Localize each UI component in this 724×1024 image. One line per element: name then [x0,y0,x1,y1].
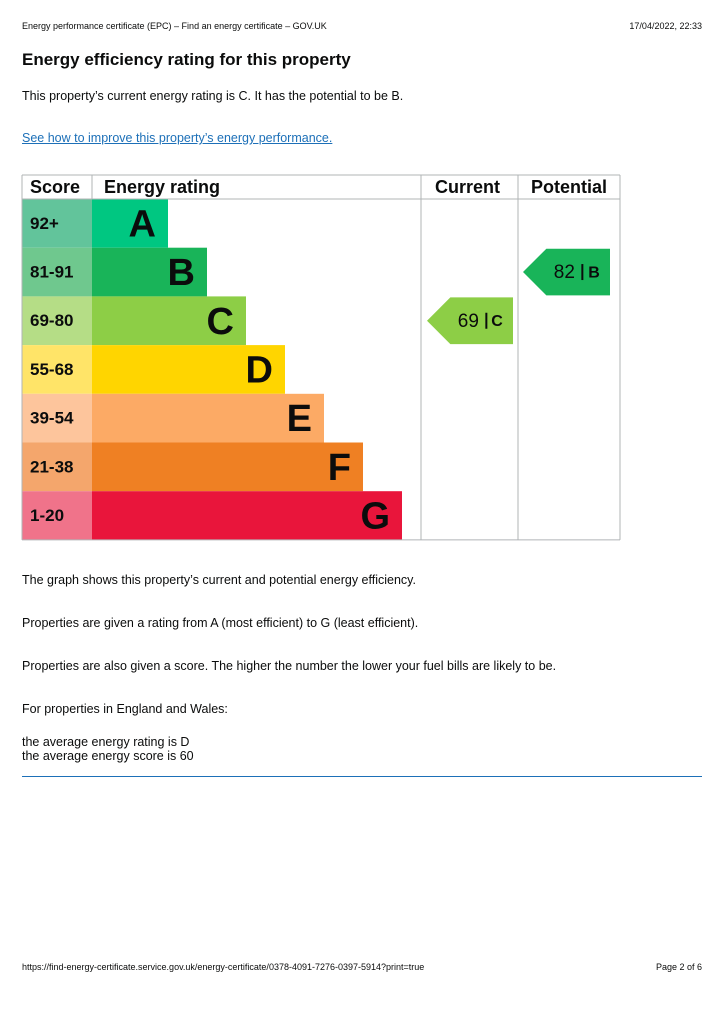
column-header: Energy rating [104,177,220,197]
rating-bar [92,247,207,297]
header-title: Energy performance certificate (EPC) – F… [22,21,327,31]
score-cell [22,199,92,248]
current-letter: C [491,313,503,330]
score-cell [22,442,92,492]
summary: This property’s current energy rating is… [22,89,404,103]
footer-page: Page 2 of 6 [655,962,702,972]
paragraph: The graph shows this property’s current … [22,573,416,587]
paragraph: Properties are also given a score. The h… [22,659,557,673]
band-letter: D [246,349,273,391]
column-header: Current [435,177,500,197]
divider [22,776,702,777]
rating-bar [92,393,324,443]
rating-bar [92,491,402,540]
band-letter: E [287,398,312,440]
band-letter: G [360,496,390,538]
rating-bar [92,345,285,394]
score-label: 39-54 [30,409,74,428]
band-letter: A [129,203,156,245]
current-score: 69 [458,311,479,332]
paragraph: Properties are given a rating from A (mo… [22,616,419,630]
average-line: the average energy rating is D [22,735,190,749]
score-label: 92+ [30,214,59,233]
epc-chart: Score Energy rating Current Potential 92+ A 81… [21,174,621,541]
footer-url: https://find-energy-certificate.service.… [22,962,425,972]
paragraph: For properties in England and Wales: [22,702,228,716]
rating-bar [92,199,168,248]
current-arrow [427,297,513,345]
rating-bar [92,442,363,492]
score-label: 69-80 [30,311,73,330]
band-letter: F [328,447,351,489]
potential-letter: B [588,264,600,281]
score-cell [22,393,92,443]
band-letter: B [168,252,195,294]
score-cell [22,345,92,394]
score-cell [22,296,92,346]
rating-bar [92,296,246,346]
score-label: 1-20 [30,506,64,525]
score-label: 21-38 [30,457,73,476]
potential-score: 82 [554,262,575,283]
average-line: the average energy score is 60 [22,749,194,763]
band-letter: C [207,301,234,343]
score-label: 81-91 [30,263,73,282]
score-label: 55-68 [30,360,73,379]
improve-link[interactable]: See how to improve this property’s energ… [22,131,333,145]
score-cell [22,247,92,297]
potential-arrow [523,248,610,296]
header-timestamp: 17/04/2022, 22:33 [629,21,702,31]
page-heading: Energy efficiency rating for this proper… [22,50,351,69]
score-cell [22,491,92,540]
column-header: Potential [531,177,607,197]
column-header: Score [30,177,80,197]
